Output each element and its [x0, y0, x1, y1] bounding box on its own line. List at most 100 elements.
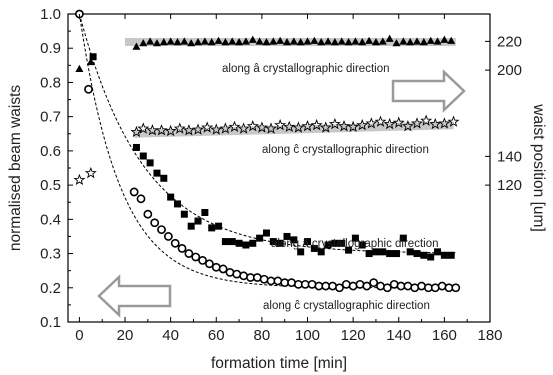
point-star	[411, 117, 423, 129]
x-tick-label: 100	[295, 327, 320, 344]
y2-tick-label: 140	[497, 148, 522, 165]
point-triangle	[221, 38, 230, 46]
point-square	[338, 239, 346, 247]
point-circle	[205, 259, 214, 269]
point-square	[180, 210, 188, 218]
point-square	[173, 200, 181, 208]
point-triangle	[241, 37, 250, 45]
point-square	[331, 239, 339, 247]
point-star	[130, 125, 143, 138]
y2-tick-label: 120	[497, 177, 522, 194]
point-square	[386, 250, 394, 258]
point-star	[392, 116, 405, 128]
point-star	[438, 117, 451, 129]
point-square	[89, 53, 97, 61]
point-triangle	[200, 37, 209, 45]
point-circle	[170, 238, 180, 248]
point-star	[301, 119, 314, 132]
x-tick-label: 80	[254, 327, 271, 344]
y2-tick-label: 220	[497, 33, 522, 50]
point-square	[304, 238, 312, 246]
point-triangle	[337, 37, 346, 45]
point-triangle	[310, 36, 319, 44]
point-star	[283, 120, 296, 133]
point-star	[84, 166, 97, 179]
point-star	[447, 115, 460, 127]
point-star	[328, 117, 341, 130]
point-circle	[335, 283, 344, 293]
point-triangle	[324, 37, 333, 45]
point-star	[338, 119, 350, 132]
point-square	[167, 193, 175, 201]
y-tick-label: 0.6	[40, 143, 61, 160]
point-square	[324, 241, 332, 249]
point-square	[317, 248, 325, 256]
x-tick-label: 60	[208, 327, 225, 344]
point-circle	[150, 218, 160, 228]
y-tick-label: 1.0	[40, 6, 61, 23]
point-triangle	[194, 38, 203, 46]
point-star	[420, 114, 433, 126]
point-triangle	[86, 57, 95, 66]
trend-band-1	[134, 121, 454, 138]
point-circle	[163, 232, 173, 241]
point-circle	[157, 225, 166, 234]
point-star	[356, 118, 369, 131]
point-star	[164, 124, 177, 137]
point-star	[429, 117, 442, 130]
point-circle	[136, 194, 146, 204]
point-star	[201, 121, 214, 133]
point-triangle	[207, 38, 216, 46]
point-circle	[184, 249, 194, 258]
x-tick-label: 0	[75, 327, 83, 344]
point-star	[210, 123, 223, 135]
y-tick-label: 0.3	[40, 246, 61, 263]
point-star	[401, 119, 414, 132]
annotation-stars: along ĉ crystallographic direction	[262, 144, 429, 156]
point-triangle	[392, 39, 401, 47]
point-circle	[143, 209, 153, 219]
point-triangle	[262, 38, 271, 46]
point-circle	[177, 244, 187, 253]
point-square	[221, 238, 229, 246]
y2-tick-label: 200	[497, 62, 522, 79]
y-tick-label: 0.4	[40, 211, 61, 228]
point-square	[242, 241, 250, 249]
point-circle	[218, 264, 228, 274]
x-tick-label: 160	[432, 327, 457, 344]
point-square	[139, 152, 147, 160]
point-square	[228, 238, 236, 246]
point-star	[73, 173, 86, 186]
point-star	[255, 121, 268, 133]
point-square	[297, 248, 305, 256]
point-circle	[129, 187, 139, 197]
point-star	[192, 123, 205, 135]
arrow-left-icon	[97, 274, 172, 318]
plot-frame	[67, 13, 491, 323]
point-square	[276, 239, 284, 247]
point-triangle	[75, 64, 84, 72]
point-triangle	[276, 36, 285, 44]
trend-bands	[125, 38, 456, 138]
x-tick-label: 20	[117, 327, 134, 344]
point-star	[319, 121, 332, 133]
point-square	[235, 239, 243, 247]
point-triangle	[269, 37, 278, 45]
annotation-circles: along ĉ crystallographic direction	[263, 300, 430, 312]
point-star	[292, 121, 305, 133]
point-square	[132, 143, 140, 151]
annotation-squares: along â crystallographic direction	[271, 238, 438, 250]
point-square	[187, 222, 195, 230]
point-triangle	[385, 34, 394, 42]
point-square	[256, 234, 264, 242]
point-star	[347, 120, 360, 133]
point-star	[265, 122, 277, 134]
point-triangle	[214, 36, 223, 44]
point-triangle	[317, 38, 326, 46]
point-square	[447, 251, 455, 259]
point-triangle	[358, 38, 367, 46]
point-triangle	[248, 35, 257, 43]
point-square	[283, 232, 291, 240]
point-triangle	[139, 39, 148, 47]
point-triangle	[344, 38, 353, 46]
